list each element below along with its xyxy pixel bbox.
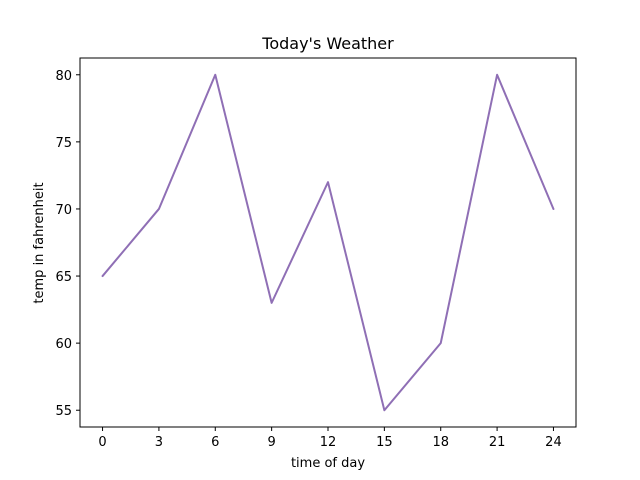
x-tick-label: 12 (320, 435, 337, 450)
y-axis: 55 60 65 70 75 80 (55, 69, 80, 419)
y-tick-label: 60 (55, 337, 72, 352)
x-tick-label: 6 (211, 435, 219, 450)
y-tick-label: 70 (55, 203, 72, 218)
y-tick-label: 75 (55, 136, 72, 151)
y-tick-label: 65 (55, 270, 72, 285)
y-axis-label: temp in fahrenheit (32, 182, 47, 303)
series-layer (101, 73, 555, 412)
x-tick-label: 0 (98, 435, 106, 450)
x-tick-label: 18 (432, 435, 449, 450)
x-axis-label: time of day (291, 456, 365, 471)
x-tick-label: 9 (267, 435, 275, 450)
chart-title: Today's Weather (261, 34, 394, 53)
x-tick-label: 21 (489, 435, 506, 450)
x-tick-label: 24 (545, 435, 562, 450)
x-tick-label: 3 (155, 435, 163, 450)
y-tick-label: 55 (55, 404, 72, 419)
x-tick-label: 15 (376, 435, 393, 450)
y-tick-label: 80 (55, 69, 72, 84)
x-axis: 0 3 6 9 12 15 18 21 24 (98, 427, 562, 450)
